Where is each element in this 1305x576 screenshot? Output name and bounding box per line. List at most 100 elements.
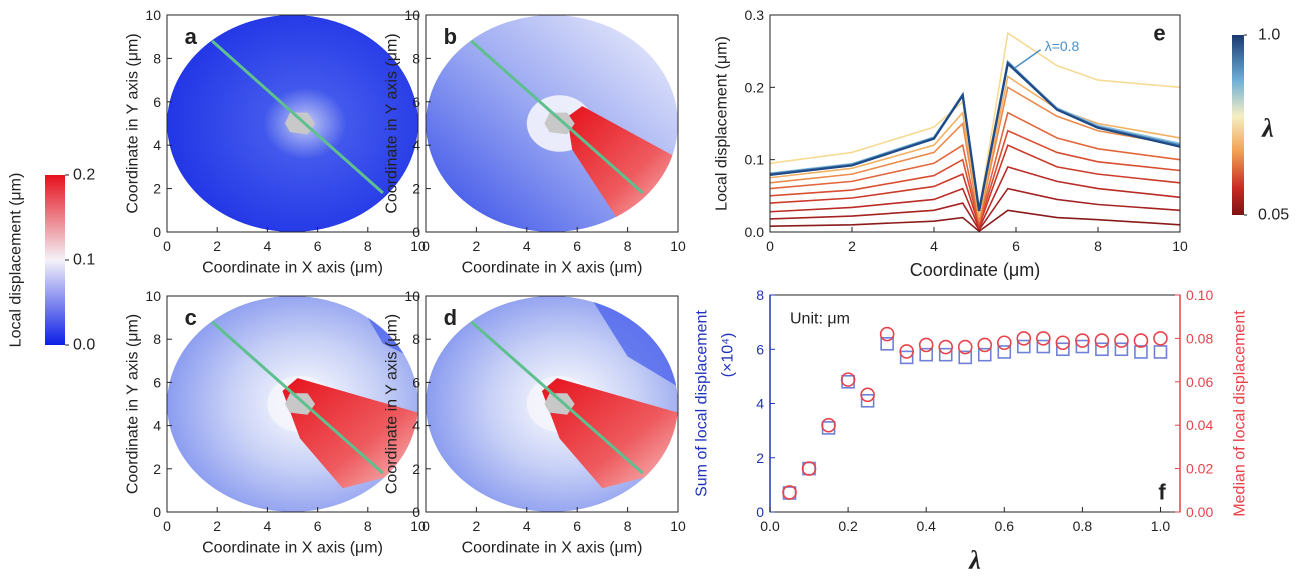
y2-axis-label: Median of local displacement xyxy=(1232,310,1249,517)
x-tick-label: 6 xyxy=(1012,238,1020,254)
x-tick-label: 0 xyxy=(422,238,430,254)
y-tick-label: 2 xyxy=(412,461,420,477)
x-axis-label: Coordinate in X axis (μm) xyxy=(462,260,643,277)
circle-marker xyxy=(899,344,914,359)
y-tick-label: 0 xyxy=(153,504,161,520)
line-series xyxy=(769,129,1181,228)
field-high-region xyxy=(282,378,418,489)
y-tick-label: 6 xyxy=(412,94,420,110)
plot-frame xyxy=(425,295,679,513)
x-tick-label: 4 xyxy=(523,238,531,254)
colorbar-tick-label: 0.2 xyxy=(73,167,95,184)
x-axis-label: Coordinate in X axis (μm) xyxy=(462,540,643,557)
square-marker xyxy=(997,345,1012,359)
plot-frame xyxy=(769,14,1181,233)
profile-line xyxy=(211,320,384,475)
colorbar-tick-label: 0.1 xyxy=(73,252,95,269)
inclusion xyxy=(544,393,575,415)
circle-marker xyxy=(1133,333,1149,348)
x-tick-label: 10 xyxy=(1172,238,1188,254)
y-tick-label: 6 xyxy=(153,374,161,390)
colorbar-label: Local displacement (μm) xyxy=(8,173,25,348)
y-tick-label: 0.08 xyxy=(1186,330,1213,346)
y-tick-label: 6 xyxy=(153,94,161,110)
x-tick-label: 0.2 xyxy=(838,518,858,534)
x-tick-label: 2 xyxy=(213,238,221,254)
square-marker xyxy=(1075,339,1090,354)
y-tick-label: 2 xyxy=(756,450,764,466)
y-tick-label: 2 xyxy=(153,461,161,477)
annotation: Unit: μm xyxy=(790,311,850,328)
x-tick-label: 2 xyxy=(213,518,221,534)
x-tick-label: 6 xyxy=(314,238,322,254)
x-tick-label: 2 xyxy=(473,238,481,254)
square-marker xyxy=(958,350,973,365)
square-marker xyxy=(899,350,914,365)
circle-marker xyxy=(801,461,817,476)
square-marker xyxy=(919,347,933,362)
x-tick-label: 6 xyxy=(573,518,581,534)
y-tick-label: 0.2 xyxy=(745,79,765,95)
y-tick-label: 0.3 xyxy=(745,7,765,23)
y-axis-label: Local displacement (μm) xyxy=(714,36,731,211)
x-tick-label: 8 xyxy=(364,238,372,254)
line-series xyxy=(769,75,1181,218)
square-marker xyxy=(938,347,953,362)
circle-marker xyxy=(879,326,895,342)
plot-frame xyxy=(425,14,679,233)
x-tick-label: 0 xyxy=(163,238,171,254)
x-tick-label: 8 xyxy=(624,238,632,254)
x-tick-label: 0 xyxy=(766,238,774,254)
square-marker xyxy=(860,393,875,408)
x-tick-label: 2 xyxy=(473,518,481,534)
circle-marker xyxy=(860,387,875,403)
y-tick-label: 10 xyxy=(404,288,420,304)
y-tick-label: 0.04 xyxy=(1186,417,1213,433)
square-marker xyxy=(1036,339,1051,354)
x-tick-label: 10 xyxy=(410,238,426,254)
y-axis-label: Coordinate in Y axis (μm) xyxy=(125,33,142,213)
x-tick-label: 0.8 xyxy=(1073,518,1093,534)
y-tick-label: 0 xyxy=(153,224,161,240)
colorbar-tick-label: 0.0 xyxy=(73,337,95,354)
circle-marker xyxy=(1075,333,1090,348)
inclusion xyxy=(544,112,575,135)
x-tick-label: 4 xyxy=(930,238,938,254)
x-tick-label: 4 xyxy=(264,238,272,254)
colorbar-tick-label: 1.0 xyxy=(1258,27,1280,44)
square-marker xyxy=(1017,339,1031,354)
circle-marker xyxy=(1016,331,1032,346)
y-tick-label: 4 xyxy=(153,418,161,434)
y-tick-label: 4 xyxy=(153,137,161,153)
x-tick-label: 0 xyxy=(422,518,430,534)
colorbar xyxy=(45,175,65,345)
y-tick-label: 4 xyxy=(756,396,764,412)
x-tick-label: 1.0 xyxy=(1151,518,1171,534)
y-tick-label: 10 xyxy=(145,288,161,304)
y-tick-label: 8 xyxy=(153,50,161,66)
circle-marker xyxy=(821,417,836,433)
plot-frame xyxy=(166,14,419,233)
circle-marker xyxy=(1094,333,1110,348)
colorbar-label: λ xyxy=(1261,114,1274,143)
circle-marker xyxy=(957,339,973,355)
x-tick-label: 2 xyxy=(848,238,856,254)
x-tick-label: 4 xyxy=(523,518,531,534)
profile-line xyxy=(211,39,384,195)
square-marker xyxy=(1134,345,1148,359)
colorbar-tick-label: 0.05 xyxy=(1258,207,1289,224)
inclusion xyxy=(284,393,316,415)
panel-letter: e xyxy=(1153,21,1165,46)
circle-marker xyxy=(1036,331,1051,346)
y-tick-label: 0.1 xyxy=(745,152,765,168)
panel-letter: d xyxy=(444,305,457,330)
field-high-region xyxy=(567,106,678,219)
plot-frame xyxy=(769,294,1181,513)
x-axis-label: λ xyxy=(968,546,981,575)
x-tick-label: 8 xyxy=(1094,238,1102,254)
y-tick-label: 0 xyxy=(412,224,420,240)
y-tick-label: 6 xyxy=(756,341,764,357)
profile-line xyxy=(470,320,644,475)
contour-field xyxy=(167,15,418,232)
x-tick-label: 6 xyxy=(314,518,322,534)
